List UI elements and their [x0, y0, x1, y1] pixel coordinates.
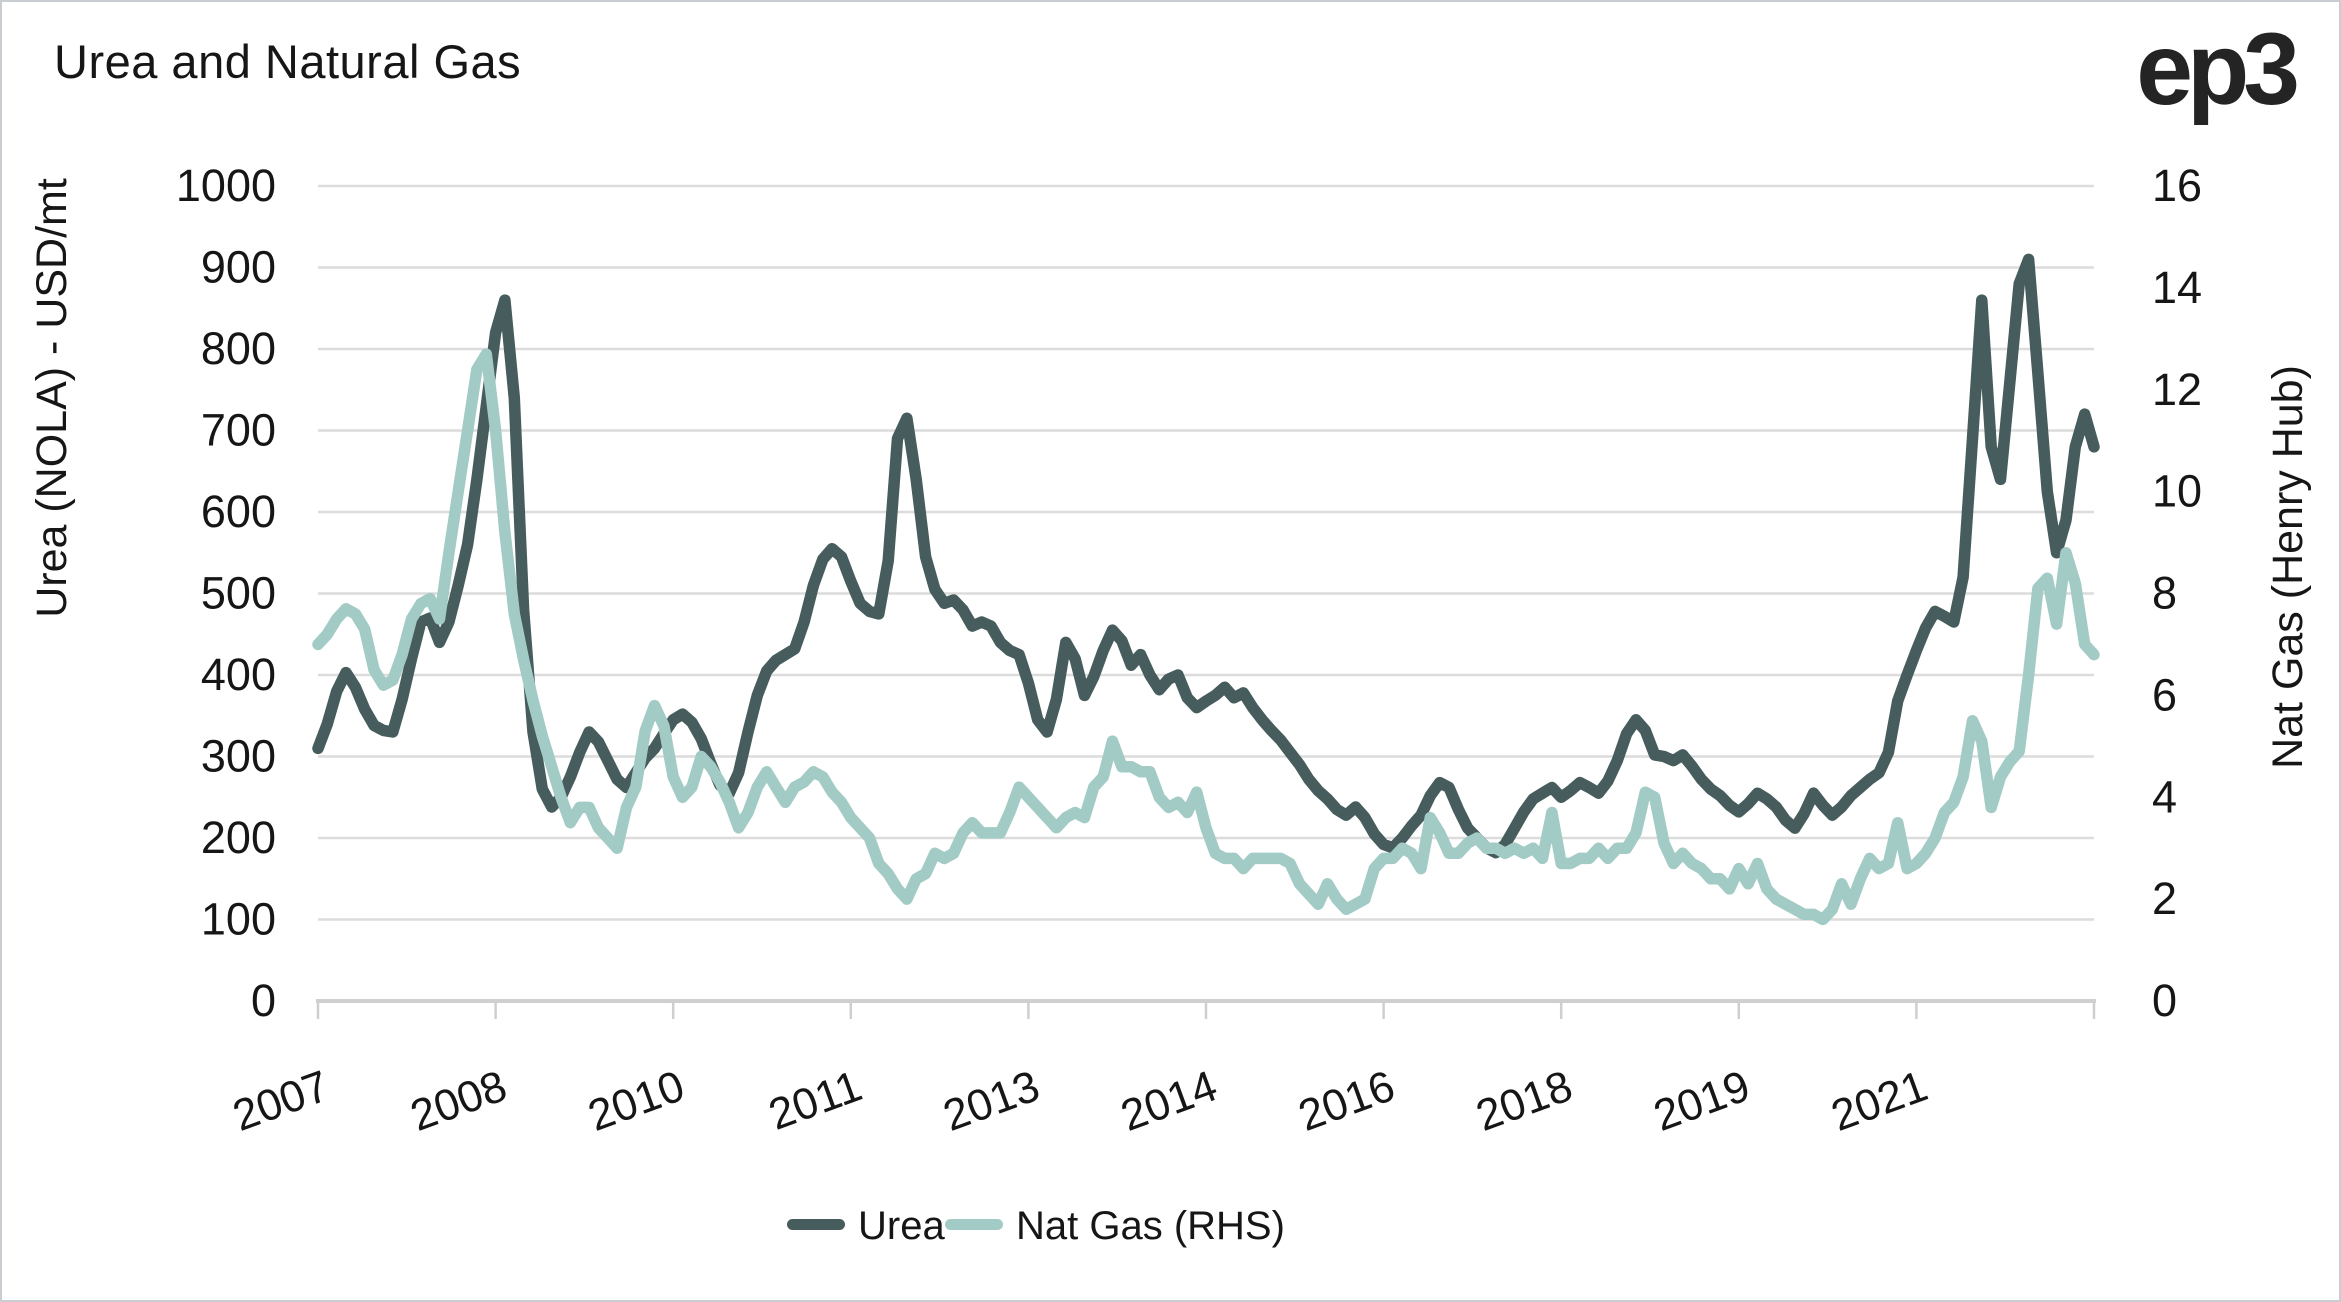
- x-tick: 2016: [1292, 1061, 1401, 1141]
- y-right-tick: 16: [2152, 160, 2202, 211]
- y-right-tick: 12: [2152, 364, 2202, 415]
- x-axis-ticks: [316, 1001, 2096, 1019]
- x-tick: 2010: [582, 1061, 691, 1141]
- y-left-tick: 500: [201, 568, 276, 619]
- brand-logo: ep3: [2136, 12, 2297, 126]
- urea-line: [312, 253, 2100, 859]
- legend-swatch-urea: [787, 1219, 845, 1230]
- y-right-axis-title: Nat Gas (Henry Hub): [2264, 365, 2312, 769]
- y-left-tick: 700: [201, 405, 276, 456]
- y-right-tick: 8: [2152, 568, 2177, 619]
- x-tick: 2008: [404, 1061, 513, 1141]
- x-tick: 2018: [1470, 1061, 1579, 1141]
- y-right-tick: 2: [2152, 873, 2177, 924]
- y-left-axis-title: Urea (NOLA) - USD/mt: [28, 178, 76, 618]
- x-tick: 2021: [1825, 1061, 1934, 1141]
- x-tick: 2011: [763, 1061, 869, 1139]
- y-right-tick: 0: [2152, 975, 2177, 1026]
- y-right-tick-labels: 16 14 12 10 8 6 4 2 0: [2152, 160, 2202, 1026]
- y-right-tick: 14: [2152, 262, 2202, 313]
- x-tick: 2019: [1647, 1061, 1756, 1141]
- y-left-tick: 900: [201, 242, 276, 293]
- y-left-tick: 1000: [176, 160, 276, 211]
- natgas-line: [312, 348, 2100, 926]
- x-tick: 2013: [937, 1061, 1046, 1141]
- x-tick: 2014: [1115, 1061, 1224, 1141]
- y-right-tick: 4: [2152, 771, 2177, 822]
- legend-swatch-natgas: [945, 1219, 1003, 1230]
- y-left-tick-labels: 1000 900 800 700 600 500 400 300 200 100…: [176, 160, 276, 1026]
- y-left-tick: 300: [201, 731, 276, 782]
- y-left-tick: 100: [201, 894, 276, 945]
- y-right-tick: 6: [2152, 669, 2177, 720]
- legend: Urea Nat Gas (RHS): [787, 1204, 1285, 1248]
- y-right-tick: 10: [2152, 466, 2202, 517]
- x-tick-labels: 2007 2008 2010 2011 2013 2014 2016 2018 …: [227, 1061, 1934, 1141]
- legend-label-urea: Urea: [858, 1204, 945, 1248]
- y-left-tick: 600: [201, 486, 276, 537]
- y-left-tick: 400: [201, 649, 276, 700]
- legend-label-natgas: Nat Gas (RHS): [1016, 1204, 1285, 1248]
- x-tick: 2007: [227, 1061, 336, 1141]
- y-left-tick: 0: [251, 975, 276, 1026]
- chart-title: Urea and Natural Gas: [54, 35, 521, 88]
- y-left-tick: 200: [201, 812, 276, 863]
- y-left-tick: 800: [201, 323, 276, 374]
